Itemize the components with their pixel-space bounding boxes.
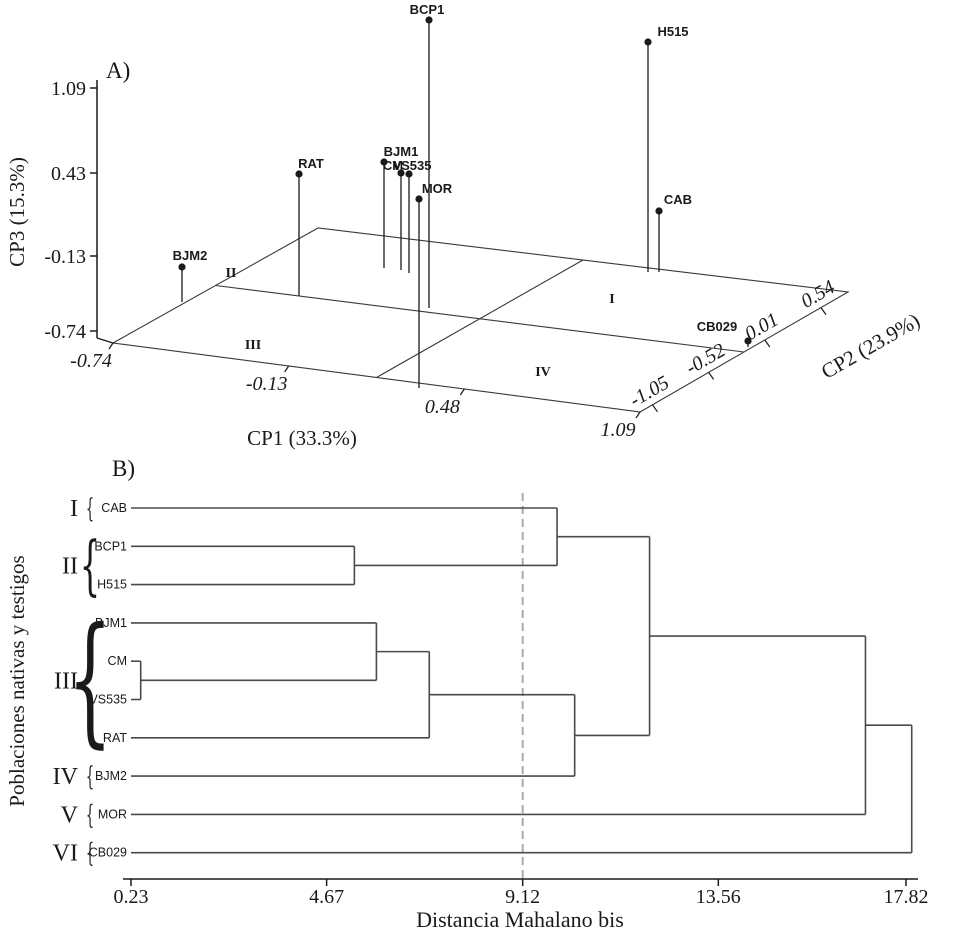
- cp1-tick: [635, 411, 641, 419]
- point-H515: [644, 38, 652, 46]
- leaf-label-CAB: CAB: [101, 501, 127, 515]
- distance-tick-label: 13.56: [696, 886, 741, 908]
- leaf-label-VS535: VS535: [89, 693, 127, 707]
- point-CM: [397, 169, 405, 177]
- group-brace-II: {: [80, 528, 100, 603]
- leaf-label-CM: CM: [108, 654, 127, 668]
- cp1-tick-label: 1.09: [601, 419, 636, 441]
- cp2-tick: [708, 372, 715, 380]
- quadrant-label-II: II: [226, 266, 237, 281]
- point-BCP1: [425, 16, 433, 24]
- group-label-V: V: [61, 802, 79, 828]
- group-label-II: II: [62, 553, 78, 579]
- group-brace-III: {: [68, 599, 113, 762]
- distance-axis-title: Distancia Mahalano bis: [416, 907, 624, 932]
- cp2-tick: [764, 339, 771, 348]
- point-label-MOR: MOR: [422, 181, 453, 196]
- cp3-axis-foot: [96, 337, 114, 344]
- cp2-axis-title: CP2 (23.9%): [817, 308, 924, 384]
- cp2-tick: [820, 307, 827, 315]
- leaf-label-BJM1: BJM1: [95, 616, 127, 630]
- cp3-tick-label: 1.09: [51, 78, 86, 100]
- point-BJM1: [380, 158, 388, 166]
- cp1-tick: [284, 365, 290, 373]
- group-label-IV: IV: [53, 764, 79, 790]
- leaf-label-CB029: CB029: [89, 846, 127, 860]
- cp1-tick-label: -0.13: [246, 373, 288, 395]
- point-label-CB029: CB029: [697, 319, 737, 334]
- point-CB029: [744, 337, 752, 345]
- panel-b-label: B): [112, 456, 135, 481]
- cp3-axis-title: CP3 (15.3%): [5, 157, 29, 267]
- point-MOR: [415, 195, 423, 203]
- distance-tick-label: 17.82: [884, 886, 929, 908]
- base-plane: [111, 227, 850, 413]
- cp2-tick-label: -1.05: [626, 372, 673, 412]
- point-label-BJM2: BJM2: [173, 248, 208, 263]
- cp2-tick-label: 0.54: [797, 276, 838, 313]
- point-RAT: [295, 170, 303, 178]
- leaf-label-RAT: RAT: [103, 731, 127, 745]
- point-CAB: [655, 207, 663, 215]
- distance-tick-label: 0.23: [114, 886, 149, 908]
- point-label-BCP1: BCP1: [410, 2, 445, 17]
- cp3-tick-label: 0.43: [51, 163, 86, 185]
- quadrant-label-IV: IV: [535, 365, 551, 380]
- group-brace-V: {: [86, 799, 94, 829]
- point-label-CAB: CAB: [664, 192, 692, 207]
- point-label-BJM1: BJM1: [384, 144, 419, 159]
- group-brace-IV: {: [86, 761, 94, 791]
- group-label-I: I: [70, 496, 78, 522]
- distance-tick-label: 4.67: [309, 886, 344, 908]
- quadrant-label-I: I: [609, 292, 614, 307]
- cp1-tick-label: -0.74: [70, 350, 112, 372]
- cp3-tick-label: -0.13: [44, 246, 86, 268]
- point-VS535: [405, 170, 413, 178]
- cp2-tick: [651, 404, 658, 413]
- populations-axis-title: Poblaciones nativas y testigos: [5, 555, 29, 806]
- distance-tick-label: 9.12: [505, 886, 540, 908]
- group-brace-VI: {: [86, 838, 94, 868]
- leaf-label-BJM2: BJM2: [95, 769, 127, 783]
- cp1-tick-label: 0.48: [425, 396, 460, 418]
- cp1-axis-title: CP1 (33.3%): [247, 426, 357, 450]
- group-label-III: III: [54, 668, 78, 694]
- leaf-label-MOR: MOR: [98, 807, 127, 821]
- point-label-CM: CM: [383, 158, 403, 173]
- cp3-tick-label: -0.74: [44, 321, 86, 343]
- leaf-label-BCP1: BCP1: [94, 539, 127, 553]
- point-label-RAT: RAT: [298, 156, 324, 171]
- point-label-VS535: VS535: [392, 158, 431, 173]
- cp1-tick: [459, 388, 465, 396]
- panel-a-label: A): [106, 58, 131, 83]
- cp1-tick: [108, 342, 114, 350]
- group-label-VI: VI: [53, 841, 78, 867]
- group-brace-I: {: [86, 493, 94, 523]
- quadrant-label-III: III: [245, 338, 261, 353]
- point-label-H515: H515: [657, 24, 688, 39]
- leaf-label-H515: H515: [97, 578, 127, 592]
- point-BJM2: [178, 263, 186, 271]
- quadrant-divider-2: [376, 259, 584, 378]
